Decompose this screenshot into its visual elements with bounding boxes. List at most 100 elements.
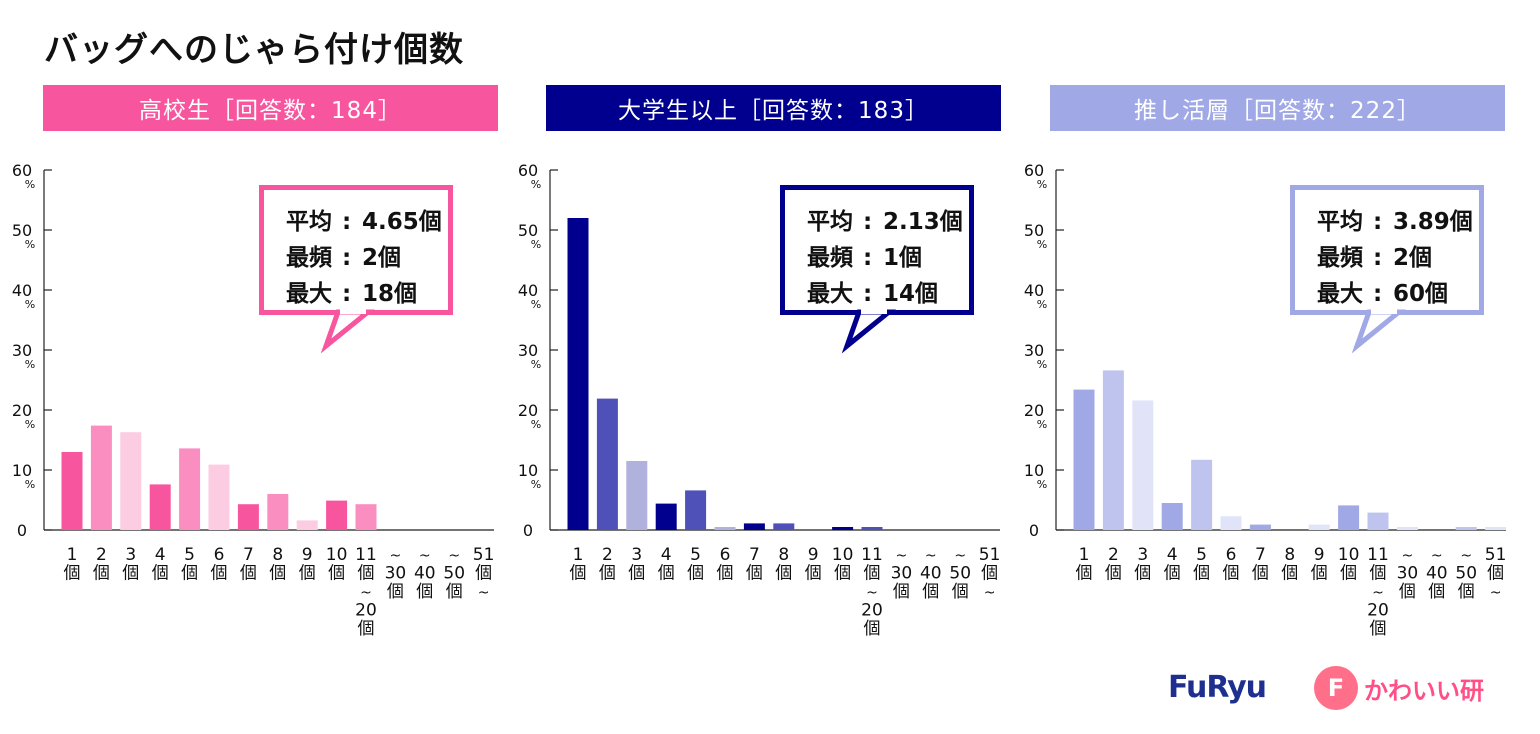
x-tick-label: 5: [184, 545, 195, 565]
kawaii-badge-icon: F: [1314, 666, 1358, 710]
panel-header-highschool: 高校生［回答数：184］: [43, 85, 498, 131]
bar: [1396, 527, 1418, 530]
bar: [1191, 459, 1213, 530]
bar: [208, 464, 230, 530]
bar: [1220, 516, 1242, 530]
callout-tail: [841, 308, 897, 354]
chart-oshikatsu: 010%20%30%40%50%60%1個2個3個4個5個6個7個8個9個10個…: [1024, 161, 1507, 639]
x-tick-label: 個: [269, 564, 286, 584]
bar: [1249, 524, 1271, 530]
y-tick-label: 40: [12, 281, 32, 300]
x-tick-label: 40: [414, 564, 436, 584]
x-tick-label: 10: [832, 545, 854, 565]
x-tick-label: 個: [981, 564, 998, 584]
x-tick-label: 11: [1367, 545, 1389, 565]
x-tick-label: 2: [1108, 545, 1119, 565]
x-tick-label: 4: [155, 545, 166, 565]
stat-max: 最大:18個: [286, 281, 418, 307]
x-tick-label: 個: [805, 564, 822, 584]
y-tick-label: 0: [523, 521, 533, 540]
bar: [861, 527, 883, 530]
x-tick-label: 51: [473, 545, 495, 565]
y-tick-label: 30: [12, 341, 32, 360]
y-tick-unit: %: [531, 478, 541, 491]
x-tick-label: ~: [866, 585, 878, 601]
bar: [685, 490, 707, 530]
x-tick-label: 個: [864, 619, 881, 639]
bar: [120, 432, 142, 530]
y-tick-unit: %: [531, 178, 541, 191]
x-tick-label: 個: [1399, 582, 1416, 602]
x-tick-label: 6: [1226, 545, 1237, 565]
bar: [1308, 524, 1330, 530]
x-tick-label: 個: [1164, 564, 1181, 584]
y-tick-label: 20: [518, 401, 538, 420]
furyu-logo: FuRyu: [1168, 670, 1267, 705]
x-tick-label: 個: [1311, 564, 1328, 584]
x-tick-label: 個: [1223, 564, 1240, 584]
x-tick-label: ~: [896, 548, 908, 564]
x-tick-label: 個: [446, 582, 463, 602]
x-tick-label: 9: [808, 545, 819, 565]
x-tick-label: 個: [240, 564, 257, 584]
x-tick-label: 7: [749, 545, 760, 565]
x-tick-label: ~: [448, 548, 460, 564]
x-tick-label: ~: [1490, 585, 1502, 601]
page-title: バッグへのじゃら付け個数: [44, 30, 464, 70]
y-tick-unit: %: [1037, 358, 1047, 371]
x-tick-label: 個: [1370, 619, 1387, 639]
x-tick-label: ~: [1460, 548, 1472, 564]
y-tick-label: 10: [12, 461, 32, 480]
stats-callout-highschool: 平均:4.65個 最頻:2個 最大:18個: [259, 185, 453, 315]
callout-tail: [320, 308, 376, 354]
x-tick-label: 10: [326, 545, 348, 565]
y-tick-unit: %: [25, 478, 35, 491]
x-tick-label: 7: [243, 545, 254, 565]
x-tick-label: 6: [214, 545, 225, 565]
stat-mean: 平均:3.89個: [1317, 209, 1473, 235]
stat-mode: 最頻:2個: [1317, 245, 1433, 271]
x-tick-label: 51: [1485, 545, 1507, 565]
x-tick-label: 個: [1340, 564, 1357, 584]
x-tick-label: ~: [925, 548, 937, 564]
x-tick-label: 8: [1284, 545, 1295, 565]
stat-mode: 最頻:1個: [807, 245, 923, 271]
x-tick-label: 30: [1397, 564, 1419, 584]
x-tick-label: 20: [355, 601, 377, 621]
chart-university: 010%20%30%40%50%60%1個2個3個4個5個6個7個8個9個10個…: [518, 161, 1001, 639]
y-tick-label: 50: [12, 221, 32, 240]
x-tick-label: ~: [1372, 585, 1384, 601]
x-tick-label: ~: [984, 585, 996, 601]
x-tick-label: 個: [952, 582, 969, 602]
x-tick-label: 個: [834, 564, 851, 584]
bar: [773, 523, 795, 530]
x-tick-label: ~: [478, 585, 490, 601]
x-tick-label: 4: [1167, 545, 1178, 565]
x-tick-label: ~: [360, 585, 372, 601]
stat-max: 最大:60個: [1317, 281, 1449, 307]
x-tick-label: 個: [1458, 582, 1475, 602]
stat-max: 最大:14個: [807, 281, 939, 307]
x-tick-label: 個: [1193, 564, 1210, 584]
y-tick-unit: %: [1037, 238, 1047, 251]
x-tick-label: 個: [1370, 564, 1387, 584]
x-tick-label: 個: [1134, 564, 1151, 584]
y-tick-label: 60: [1024, 161, 1044, 180]
x-tick-label: ~: [390, 548, 402, 564]
x-tick-label: 40: [1426, 564, 1448, 584]
x-tick-label: 20: [861, 601, 883, 621]
x-tick-label: 個: [599, 564, 616, 584]
bar: [237, 504, 259, 530]
bar: [267, 494, 289, 530]
x-tick-label: 個: [864, 564, 881, 584]
x-tick-label: 個: [746, 564, 763, 584]
x-tick-label: 3: [1137, 545, 1148, 565]
bar: [655, 503, 677, 530]
y-tick-unit: %: [1037, 418, 1047, 431]
x-tick-label: 個: [1105, 564, 1122, 584]
panel-header-university: 大学生以上［回答数：183］: [546, 85, 1001, 131]
x-tick-label: 20: [1367, 601, 1389, 621]
y-tick-unit: %: [1037, 298, 1047, 311]
callout-tail: [1351, 308, 1407, 354]
x-tick-label: 6: [720, 545, 731, 565]
